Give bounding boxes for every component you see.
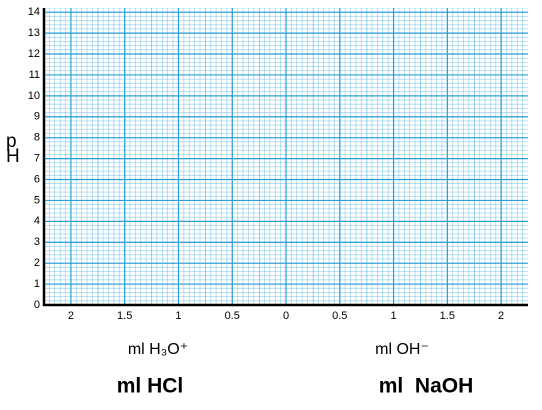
x-tick-label: 0.5	[332, 310, 347, 322]
x-tick-label: 1	[175, 310, 181, 322]
y-tick-label: 5	[34, 194, 40, 206]
x-tick-label: 0	[283, 310, 289, 322]
y-tick-label: 8	[34, 132, 40, 144]
y-tick-label: 2	[34, 257, 40, 269]
y-tick-label: 13	[28, 27, 40, 39]
y-tick-label: 3	[34, 236, 40, 248]
reagent-acid: ml HCl	[117, 375, 184, 398]
reagent-base: ml NaOH	[379, 375, 474, 398]
y-tick-label: 4	[34, 215, 40, 227]
y-tick-label: 7	[34, 152, 40, 164]
x-tick-label: 2	[498, 310, 504, 322]
y-tick-label: 1	[34, 278, 40, 290]
x-tick-label: 1.5	[117, 310, 132, 322]
x-label-acid: ml H₃O⁺	[128, 341, 188, 358]
y-tick-label: 0	[34, 299, 40, 311]
x-label-base: ml OH⁻	[375, 341, 429, 358]
y-tick-label: 10	[28, 90, 40, 102]
y-label: pH	[6, 131, 20, 167]
x-tick-label: 2	[68, 310, 74, 322]
x-tick-label: 0.5	[225, 310, 240, 322]
y-tick-label: 9	[34, 111, 40, 123]
y-tick-label: 14	[28, 6, 40, 18]
y-tick-label: 12	[28, 48, 40, 60]
x-tick-label: 1	[390, 310, 396, 322]
x-tick-label: 1.5	[440, 310, 455, 322]
y-tick-label: 6	[34, 173, 40, 185]
y-tick-label: 11	[29, 69, 40, 81]
